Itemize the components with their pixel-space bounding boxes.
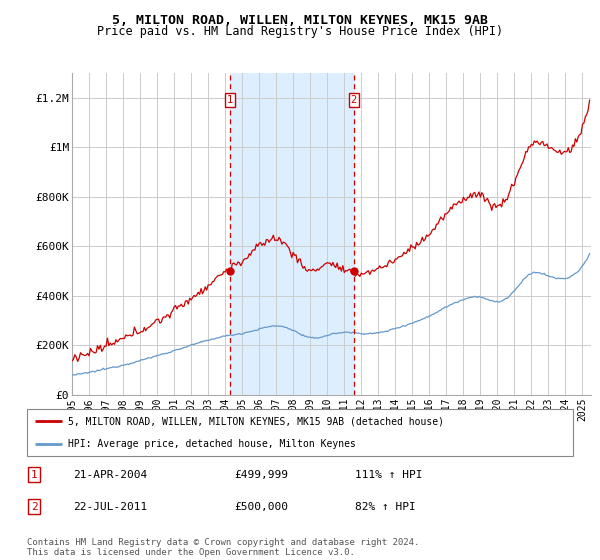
Text: 21-APR-2004: 21-APR-2004 [73,470,148,479]
Text: Contains HM Land Registry data © Crown copyright and database right 2024.
This d: Contains HM Land Registry data © Crown c… [27,538,419,557]
Text: 22-JUL-2011: 22-JUL-2011 [73,502,148,511]
Text: 82% ↑ HPI: 82% ↑ HPI [355,502,415,511]
Text: Price paid vs. HM Land Registry's House Price Index (HPI): Price paid vs. HM Land Registry's House … [97,25,503,38]
Text: HPI: Average price, detached house, Milton Keynes: HPI: Average price, detached house, Milt… [68,439,356,449]
Text: £500,000: £500,000 [235,502,289,511]
Text: 1: 1 [227,95,233,105]
Text: 111% ↑ HPI: 111% ↑ HPI [355,470,422,479]
FancyBboxPatch shape [27,409,573,456]
Text: £499,999: £499,999 [235,470,289,479]
Text: 1: 1 [31,470,37,479]
Text: 5, MILTON ROAD, WILLEN, MILTON KEYNES, MK15 9AB (detached house): 5, MILTON ROAD, WILLEN, MILTON KEYNES, M… [68,416,444,426]
Text: 5, MILTON ROAD, WILLEN, MILTON KEYNES, MK15 9AB: 5, MILTON ROAD, WILLEN, MILTON KEYNES, M… [112,14,488,27]
Text: 2: 2 [350,95,357,105]
Text: 2: 2 [31,502,37,511]
Bar [230,73,353,395]
